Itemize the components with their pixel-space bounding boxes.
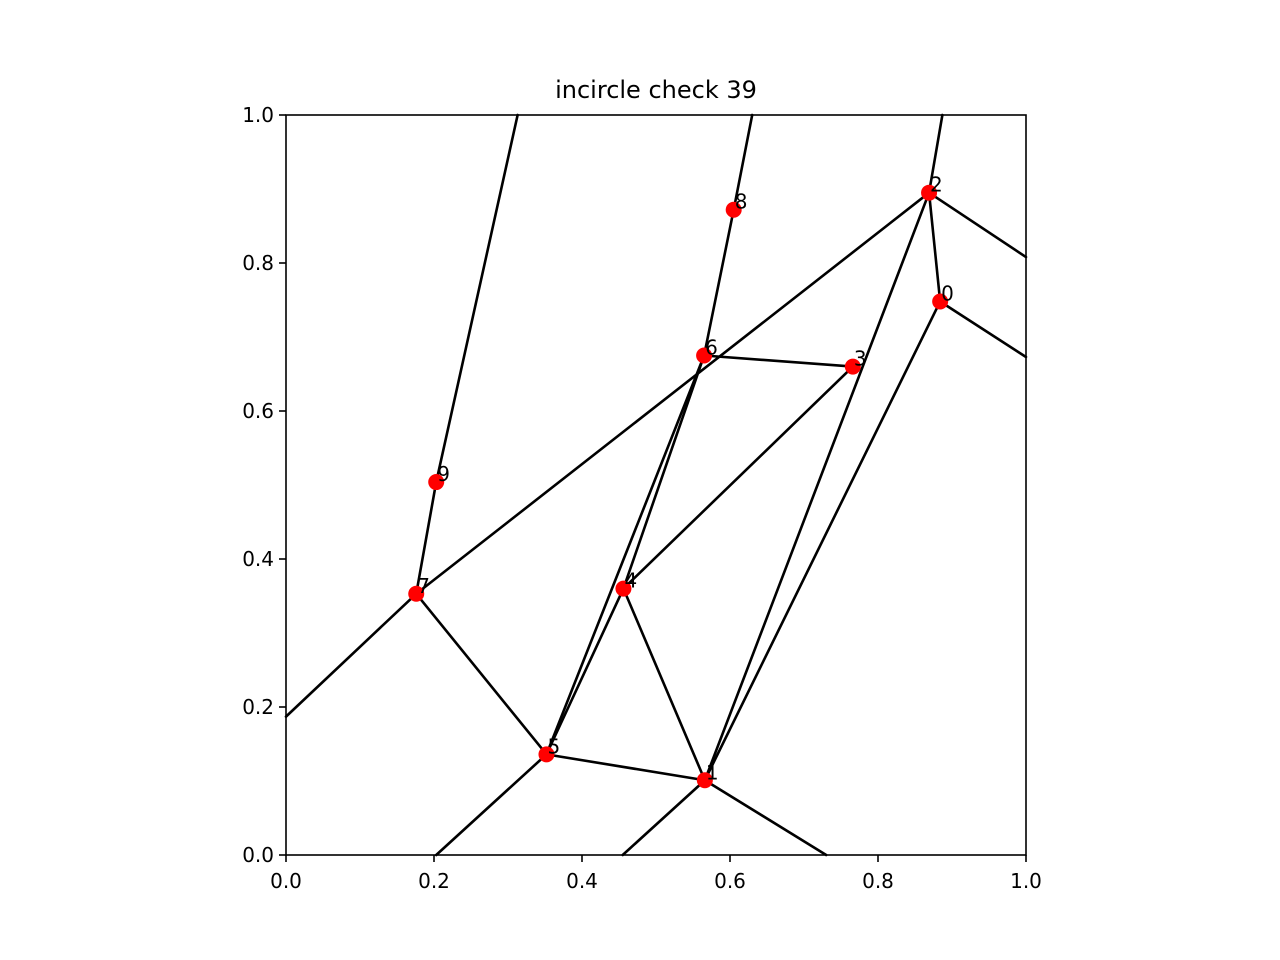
edge-8 [545, 354, 706, 756]
point-label-7: 7 [417, 574, 430, 598]
y-tick-label: 0.4 [242, 547, 274, 571]
point-label-9: 9 [437, 462, 450, 486]
point-3 [844, 358, 861, 375]
point-4 [615, 580, 632, 597]
x-tick-label: 0.6 [714, 869, 746, 893]
edge-22 [938, 300, 1028, 359]
point-label-1: 1 [706, 760, 719, 784]
x-tick-label: 0.2 [418, 869, 450, 893]
axes-frame [285, 114, 1027, 856]
edge-10 [622, 587, 707, 782]
point-9 [428, 474, 445, 491]
chart-title: incircle check 39 [555, 76, 757, 104]
edge-7 [622, 354, 706, 590]
point-label-4: 4 [624, 569, 637, 593]
edge-20 [927, 113, 944, 194]
point-label-8: 8 [735, 190, 748, 214]
edge-6 [622, 365, 855, 590]
x-tick-label: 0.4 [566, 869, 598, 893]
y-tick-label: 0.0 [242, 843, 274, 867]
y-tick-label: 0.6 [242, 399, 274, 423]
edge-17 [703, 778, 828, 857]
edge-2 [703, 300, 942, 782]
x-tick-label: 1.0 [1010, 869, 1042, 893]
point-label-0: 0 [941, 281, 954, 305]
edge-14 [284, 592, 418, 718]
x-axis: 0.0 0.2 0.4 0.6 0.8 1.0 [270, 855, 1042, 893]
edge-18 [702, 208, 736, 357]
point-8 [725, 201, 742, 218]
edge-19 [732, 113, 754, 212]
edge-15 [434, 753, 548, 857]
edges-layer [284, 113, 1028, 857]
point-7 [408, 585, 425, 602]
edge-4 [414, 592, 548, 756]
y-axis: 0.0 0.2 0.4 0.6 0.8 1.0 [242, 103, 286, 867]
point-5 [538, 746, 555, 763]
edge-21 [927, 191, 1028, 259]
point-2 [921, 184, 938, 201]
point-label-5: 5 [547, 734, 560, 758]
edge-13 [434, 113, 519, 484]
point-label-6: 6 [705, 336, 718, 360]
plot-area: 0 1 2 3 4 5 6 7 8 9 [284, 113, 1028, 857]
point-label-2: 2 [930, 173, 943, 197]
y-tick-label: 0.8 [242, 251, 274, 275]
edge-9 [545, 587, 625, 756]
edge-12 [414, 480, 438, 596]
edge-5 [702, 354, 855, 368]
point-labels-layer: 0 1 2 3 4 5 6 7 8 9 [417, 173, 954, 785]
edge-16 [621, 778, 707, 857]
points-layer [408, 184, 949, 789]
point-label-3: 3 [854, 347, 867, 371]
y-tick-label: 0.2 [242, 695, 274, 719]
edge-3 [545, 753, 707, 782]
y-tick-label: 1.0 [242, 103, 274, 127]
edge-11 [703, 191, 931, 782]
x-tick-label: 0.8 [862, 869, 894, 893]
point-1 [696, 772, 713, 789]
edge-0 [414, 191, 931, 596]
point-6 [696, 347, 713, 364]
point-0 [932, 293, 949, 310]
x-tick-label: 0.0 [270, 869, 302, 893]
edge-1 [927, 191, 942, 303]
